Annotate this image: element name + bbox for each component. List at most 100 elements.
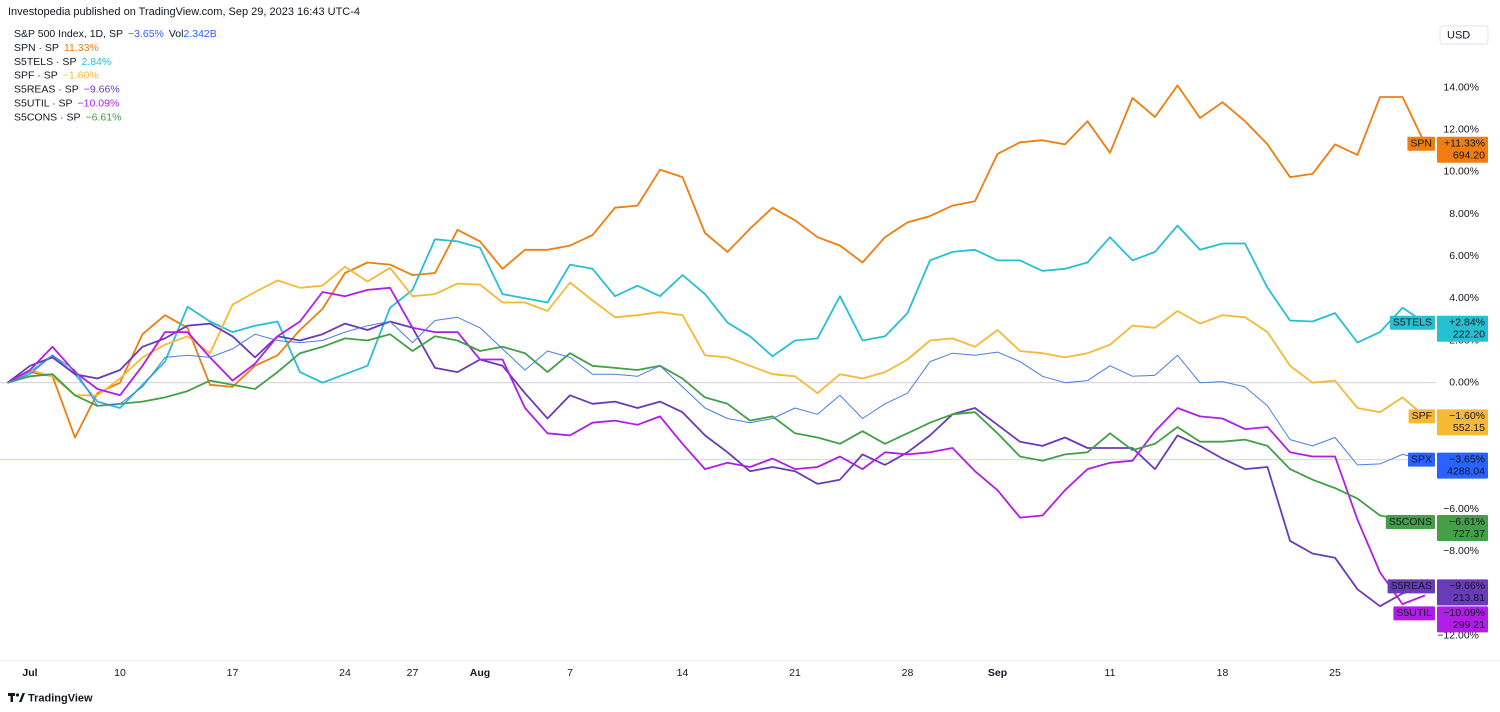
tag-value-box — [1437, 606, 1488, 633]
series-line — [7, 265, 1426, 418]
currency-button[interactable] — [1439, 25, 1489, 45]
legend-entry: S5CONS · SP −6.61% — [14, 111, 121, 123]
x-tick-label: Jul — [22, 667, 37, 679]
x-tick-label: 21 — [789, 667, 801, 679]
y-tick-label: 10.00% — [1443, 166, 1479, 178]
tag-price: 552.15 — [1453, 422, 1485, 434]
series-tag: S5UTIL −10.09%299.21 — [1393, 606, 1488, 633]
tag-name: SPN — [1410, 138, 1432, 150]
tag-price: 299.21 — [1453, 619, 1485, 631]
tag-change: −3.65% — [1449, 453, 1485, 465]
legend-value: −10.09% — [78, 97, 120, 109]
legend-entry: S5TELS · SP 2.84% — [14, 56, 111, 68]
tag-value-box — [1437, 452, 1488, 479]
x-tick-label: 11 — [1105, 667, 1116, 679]
legend-entry: S5REAS · SP −9.66% — [14, 83, 120, 95]
x-tick-label: 14 — [677, 667, 689, 679]
x-tick-label: 10 — [114, 667, 126, 679]
legend-name: S5UTIL · SP — [14, 97, 73, 109]
series-tag: SPX −3.65%4288.04 — [1407, 452, 1488, 479]
tag-name-box — [1393, 606, 1435, 621]
legend-name: S5TELS · SP — [14, 56, 76, 68]
x-tick-label: 17 — [227, 667, 239, 679]
x-tick-label: 18 — [1217, 667, 1229, 679]
tag-name-box — [1389, 315, 1435, 330]
series-line — [7, 286, 1426, 605]
legend-value: −1.60% — [63, 69, 99, 81]
tag-change: −6.61% — [1449, 516, 1485, 528]
legend-entry: S5UTIL · SP −10.09% — [14, 97, 119, 109]
tag-name-box — [1408, 409, 1435, 424]
tag-change: −1.60% — [1449, 410, 1485, 422]
tag-name-box — [1385, 515, 1435, 530]
series-line — [7, 333, 1426, 523]
volume-label: Vol — [169, 28, 184, 40]
x-tick-label: 28 — [902, 667, 914, 679]
tag-value-box — [1437, 409, 1488, 436]
tag-price: 694.20 — [1453, 150, 1485, 162]
tag-price: 4288.04 — [1447, 465, 1485, 477]
y-tick-label: −6.00% — [1443, 503, 1479, 515]
logo-mark — [15, 693, 20, 697]
tag-price: 727.37 — [1453, 528, 1485, 540]
series-line — [6, 320, 1426, 608]
volume-value: 2.342B — [183, 28, 216, 40]
legend-value: −9.66% — [84, 83, 120, 95]
tag-change: −9.66% — [1449, 580, 1485, 592]
y-tick-label: 14.00% — [1443, 81, 1479, 93]
tag-name: SPX — [1411, 453, 1432, 465]
legend-name: SPN · SP — [14, 42, 59, 54]
currency-label[interactable]: USD — [1447, 29, 1470, 41]
tag-name-box — [1387, 579, 1435, 594]
x-tick-label: 25 — [1329, 667, 1341, 679]
y-tick-label: −12.00% — [1437, 629, 1479, 641]
series-tag: S5TELS +2.84%222.20 — [1389, 315, 1488, 342]
x-tick-label: 24 — [339, 667, 351, 679]
series-tag: SPF −1.60%552.15 — [1408, 409, 1488, 436]
logo — [8, 693, 25, 702]
tag-change: +2.84% — [1449, 317, 1485, 329]
tag-value-box — [1437, 579, 1488, 606]
y-tick-label: −8.00% — [1443, 545, 1479, 557]
tag-price: 222.20 — [1453, 329, 1485, 341]
series-line — [7, 84, 1426, 439]
logo-mark — [10, 693, 13, 702]
tag-name-box — [1407, 136, 1435, 151]
tag-name-box — [1407, 452, 1435, 467]
x-tick-label: 27 — [407, 667, 419, 679]
y-tick-label: 6.00% — [1449, 250, 1479, 262]
footer-brand: TradingView — [28, 692, 93, 704]
x-tick-label: Sep — [988, 667, 1007, 679]
y-tick-label: 4.00% — [1449, 292, 1479, 304]
logo-mark — [19, 693, 25, 702]
tag-name: S5TELS — [1393, 317, 1432, 329]
tag-name: S5CONS — [1389, 516, 1432, 528]
y-tick-label: 8.00% — [1449, 208, 1479, 220]
legend-name: S5REAS · SP — [14, 83, 79, 95]
tag-value-box — [1437, 136, 1488, 163]
y-tick-label: 12.00% — [1443, 123, 1479, 135]
legend-value: 2.84% — [81, 56, 111, 68]
series-tag: S5CONS −6.61%727.37 — [1385, 515, 1488, 542]
legend-name: SPF · SP — [14, 69, 58, 81]
tag-value-box — [1437, 515, 1488, 542]
tag-name: S5UTIL — [1396, 607, 1432, 619]
x-tick-label: 7 — [567, 667, 573, 679]
legend-name: S5CONS · SP — [14, 111, 81, 123]
legend-name: S&P 500 Index, 1D, SP — [14, 28, 123, 40]
tag-value-box — [1437, 315, 1488, 342]
legend-entry: S&P 500 Index, 1D, SP −3.65% Vol2.342B — [14, 28, 217, 40]
series-tag: S5REAS −9.66%213.81 — [1387, 579, 1488, 606]
y-tick-label: 0.00% — [1449, 376, 1479, 388]
legend-entry: SPF · SP −1.60% — [14, 69, 99, 81]
tag-change: +11.33% — [1444, 138, 1485, 150]
series-tag: SPN +11.33%694.20 — [1407, 136, 1488, 163]
header: Investopedia published on TradingView.co… — [8, 6, 360, 18]
series-line — [7, 224, 1426, 409]
tag-change: −10.09% — [1443, 607, 1485, 619]
legend-value: −6.61% — [86, 111, 122, 123]
legend-value: 11.33% — [64, 42, 99, 54]
tag-name: S5REAS — [1391, 580, 1432, 592]
